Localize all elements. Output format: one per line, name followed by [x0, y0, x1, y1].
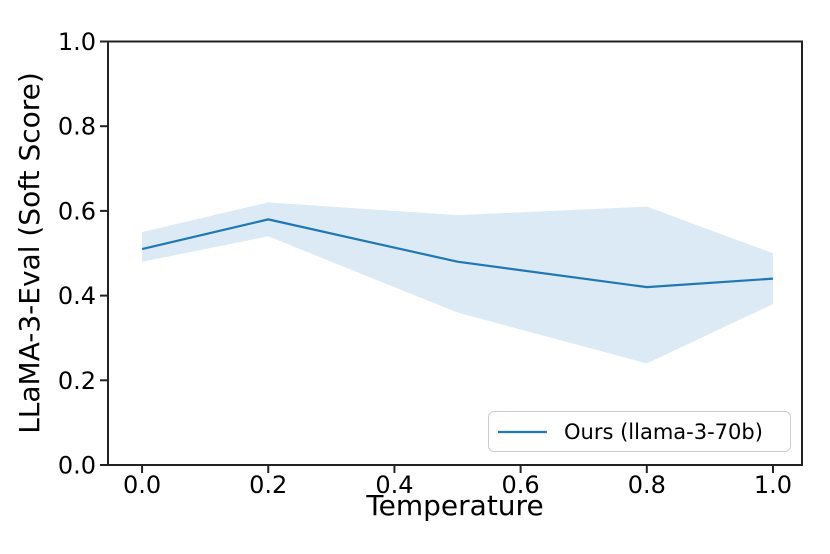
x-tick-label: 0.4 [375, 471, 413, 499]
y-tick-label: 0.8 [58, 113, 96, 141]
y-tick-label: 1.0 [58, 28, 96, 56]
mean-line [141, 218, 774, 289]
x-tick-label: 1.0 [754, 471, 792, 499]
x-tick-label: 0.0 [123, 471, 161, 499]
y-tick-label: 0.6 [58, 197, 96, 225]
y-tick-label: 0.0 [58, 452, 96, 480]
x-axis-title: Temperature [366, 489, 544, 522]
x-tick-label: 0.2 [249, 471, 287, 499]
x-tick-label: 0.6 [502, 471, 540, 499]
y-tick-label: 0.4 [58, 282, 96, 310]
x-tick-label: 0.8 [628, 471, 666, 499]
plot-border [107, 40, 803, 466]
legend-line-sample-icon [498, 430, 547, 433]
legend-label: Ours (llama-3-70b) [564, 419, 763, 444]
confidence-band [142, 202, 773, 364]
y-tick-label: 0.2 [58, 367, 96, 395]
legend: Ours (llama-3-70b) [488, 411, 791, 452]
y-axis-title: LLaMA-3-Eval (Soft Score) [13, 72, 46, 434]
